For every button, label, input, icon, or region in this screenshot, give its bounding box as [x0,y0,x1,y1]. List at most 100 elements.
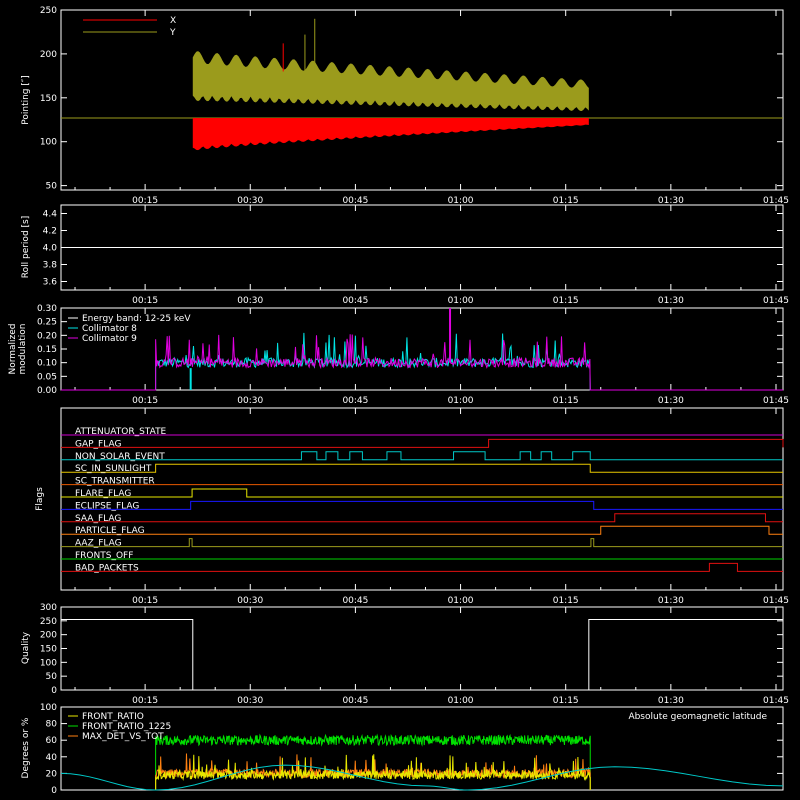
flag-line [61,488,783,498]
y-tick-label: 200 [40,50,57,60]
ratio-line-0 [155,733,591,790]
x-tick-label: 00:45 [342,696,368,706]
pointing-frame [60,9,784,191]
flag-label: AAZ_FLAG [75,539,122,549]
x-tick-label: 00:15 [132,696,158,706]
mod-legend-label: Energy band: 12-25 keV [82,314,191,324]
y-tick-label: 0.25 [37,318,57,328]
y-tick-label: 0.20 [37,331,57,341]
y-tick-label: 4.0 [43,244,58,254]
ratio-legend-label: FRONT_RATIO [82,712,144,722]
x-tick-label: 00:15 [132,196,158,206]
y-tick-label: 0.05 [37,372,57,382]
y-tick-label: 200 [40,631,57,641]
x-tick-label: 01:30 [658,296,684,306]
y-tick-label: 300 [40,603,57,613]
flag-label: NON_SOLAR_EVENT [75,452,165,462]
x-tick-label: 01:00 [448,296,474,306]
y-tick-label: 250 [40,6,57,16]
flags-lines: ATTENUATOR_STATE GAP_FLAG NON_SOLAR_EVENT S… [61,427,784,573]
ratios-panel: 0 20 40 60 80 100 Degrees or % FRONT_RATIOFRO… [21,703,784,796]
x-tick-label: 00:30 [237,196,263,206]
flags-ylabel: Flags [35,487,45,511]
y-tick-label: 0 [51,686,57,696]
geomag-latitude-line [60,764,784,791]
modulation-ylabel-1: Normalized [8,323,18,374]
flag-line [61,562,783,572]
y-tick-label: 100 [40,703,57,713]
ratios-ylabel: Degrees or % [21,717,31,778]
y-tick-label: 0.30 [37,304,57,314]
roll-y-ticks: 3.6 3.8 4.0 4.2 4.4 [43,210,783,288]
ratio-line-2 [155,754,591,790]
flag-label: BAD_PACKETS [75,563,139,573]
flag-label: ATTENUATOR_STATE [75,427,167,437]
y-tick-label: 40 [46,753,58,763]
x-tick-label: 00:15 [132,296,158,306]
pointing-ylabel: Pointing [″] [21,75,31,125]
y-tick-label: 50 [46,672,58,682]
y-tick-label: 4.2 [43,227,57,237]
x-tick-label: 01:15 [553,596,579,606]
flag-line [61,538,783,548]
ratio-legend-label: MAX_DET_VS_TOT [82,732,164,742]
y-tick-label: 150 [40,645,57,655]
y-tick-label: 3.6 [43,278,58,288]
x-tick-label: 01:45 [763,596,789,606]
flags-panel: 00:15 00:30 00:45 01:00 01:15 01:30 01:45 ATTE… [35,407,789,606]
flag-line [61,525,783,535]
pointing-band-y [192,51,589,111]
ratios-legend: FRONT_RATIOFRONT_RATIO_1225MAX_DET_VS_TO… [68,712,171,742]
x-tick-label: 00:30 [237,696,263,706]
modulation-y-ticks: 0.00 0.05 0.10 0.15 0.20 0.25 0.30 [37,304,783,396]
flags-frame [60,407,784,591]
flag-line [61,438,784,448]
x-tick-label: 01:15 [553,396,579,406]
y-tick-label: 80 [46,720,58,730]
flag-label: PARTICLE_FLAG [75,526,145,536]
modulation-series [61,308,783,391]
flag-line [61,451,783,461]
y-tick-label: 3.8 [43,261,58,271]
x-tick-label: 00:45 [342,196,368,206]
flag-line [61,513,783,523]
x-tick-label: 01:45 [763,196,789,206]
flag-label: GAP_FLAG [75,439,121,449]
pointing-band-x [192,118,589,151]
x-tick-label: 01:15 [553,296,579,306]
x-tick-label: 01:00 [448,596,474,606]
quality-ylabel: Quality [21,631,31,664]
y-tick-label: 4.4 [43,210,58,220]
quality-line [61,618,783,691]
flag-label: SC_TRANSMITTER [75,477,155,487]
y-tick-label: 100 [40,138,57,148]
y-tick-label: 0.00 [37,386,57,396]
x-tick-label: 01:45 [763,696,789,706]
x-tick-label: 00:15 [132,396,158,406]
legend-label-x: X [170,16,176,26]
roll-ylabel: Roll period [s] [21,216,31,278]
x-tick-label: 00:30 [237,596,263,606]
roll-x-ticks: 00:15 00:30 00:45 01:00 01:15 01:30 01:45 [74,205,789,306]
x-tick-label: 01:45 [763,296,789,306]
pointing-legend: XY [83,16,176,38]
ratios-series [60,733,784,791]
x-tick-label: 01:30 [658,196,684,206]
legend-label-y: Y [169,28,176,38]
flag-label: FLARE_FLAG [75,489,131,499]
y-tick-label: 150 [40,94,57,104]
y-tick-label: 0 [51,786,57,796]
modulation-x-ticks: 00:15 00:30 00:45 01:00 01:15 01:30 01:45 [74,308,789,406]
ratio-legend-label: FRONT_RATIO_1225 [82,722,171,732]
modulation-ylabel-2: modulation [18,324,28,375]
x-tick-label: 00:45 [342,396,368,406]
x-tick-label: 00:15 [132,596,158,606]
y-tick-label: 50 [46,182,58,192]
geomag-latitude-label: Absolute geomagnetic latitude [628,712,767,722]
y-tick-label: 0.15 [37,345,57,355]
modulation-line-9 [61,334,783,391]
x-tick-label: 00:45 [342,596,368,606]
y-tick-label: 0.10 [37,359,57,369]
